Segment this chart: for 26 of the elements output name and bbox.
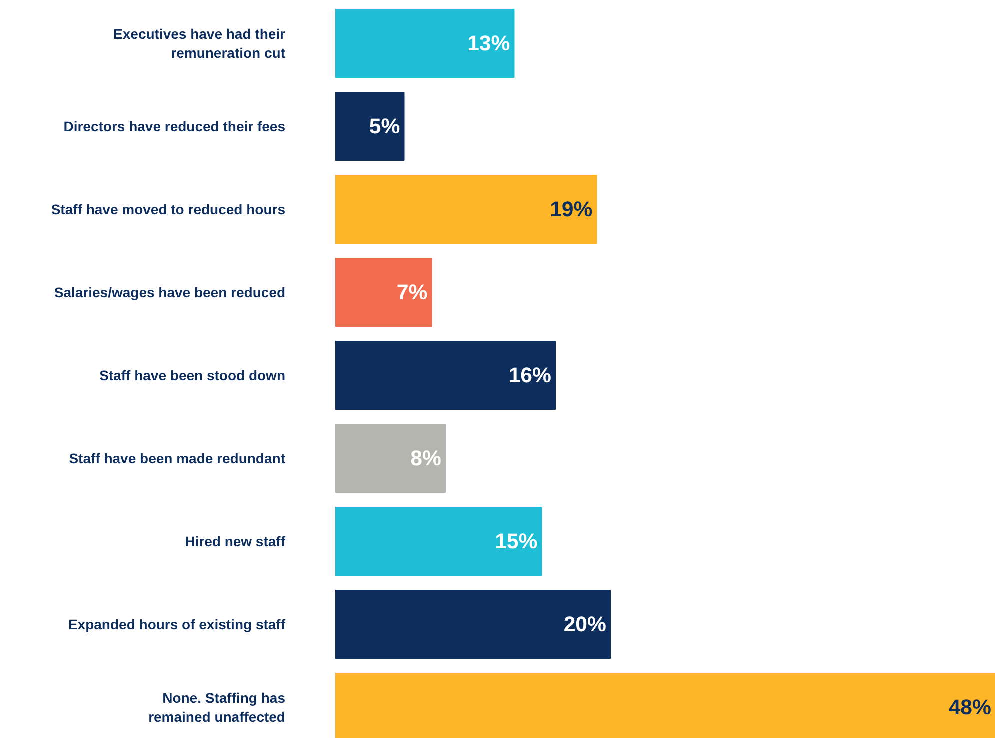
y-tick-label: Expanded hours of existing staff	[68, 616, 286, 633]
data-label: 8%	[410, 446, 442, 471]
bar	[336, 174, 598, 244]
data-label: 16%	[508, 364, 552, 388]
data-label: 48%	[948, 696, 992, 720]
data-label: 19%	[550, 198, 593, 222]
bar	[336, 506, 542, 576]
y-tick-label: None. Staffing has remained unaffected	[148, 690, 286, 726]
data-label: 7%	[396, 280, 428, 305]
data-label: 15%	[495, 530, 538, 554]
y-tick-label: Executives have had their remuneration cut	[114, 26, 286, 62]
bar	[336, 340, 556, 410]
bar	[336, 258, 432, 328]
y-tick-label: Staff have been stood down	[100, 368, 286, 384]
bar	[336, 8, 515, 78]
bar	[336, 92, 405, 162]
y-tick-label: Staff have moved to reduced hours	[51, 202, 286, 218]
y-tick-label: Hired new staff	[185, 534, 286, 550]
y-tick-label: Salaries/wages have been reduced	[54, 284, 286, 301]
data-label: 5%	[369, 114, 400, 138]
y-tick-label: Staff have been made redundant	[69, 450, 286, 467]
data-label: 13%	[468, 31, 510, 56]
y-tick-label: Directors have reduced their fees	[64, 118, 286, 134]
bar	[336, 590, 611, 660]
data-label: 20%	[564, 612, 607, 637]
bar	[336, 424, 446, 494]
